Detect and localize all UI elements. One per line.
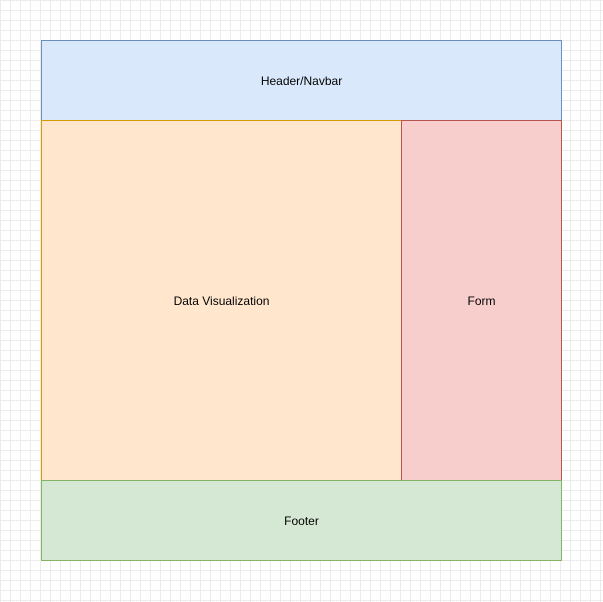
footer-label: Footer — [284, 513, 319, 528]
header-navbar-label: Header/Navbar — [260, 73, 343, 88]
form-label: Form — [467, 293, 496, 308]
data-visualization-block: Data Visualization — [41, 120, 402, 481]
data-visualization-label: Data Visualization — [173, 293, 270, 308]
form-block: Form — [401, 120, 562, 481]
footer-block: Footer — [41, 480, 562, 561]
header-navbar-block: Header/Navbar — [41, 40, 562, 121]
